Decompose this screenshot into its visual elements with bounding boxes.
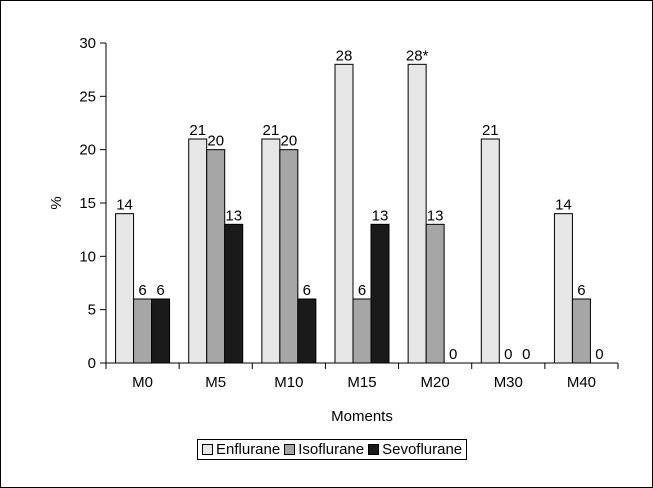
data-label: 13 — [225, 207, 242, 224]
y-tick-label: 5 — [88, 302, 96, 319]
bar-enflurane-m10 — [261, 138, 281, 364]
data-label: 13 — [372, 207, 389, 224]
bar-enflurane-m5 — [188, 138, 208, 364]
legend-label: Enflurane — [216, 441, 281, 458]
x-tick-label: M30 — [494, 374, 523, 391]
bar-isoflurane-m40 — [571, 298, 591, 364]
data-label: 6 — [577, 282, 585, 299]
data-label: 21 — [482, 122, 499, 139]
legend-swatch — [202, 444, 213, 455]
legend-label: Sevoflurane — [382, 441, 463, 458]
data-label: 20 — [207, 133, 224, 150]
data-label: 0 — [449, 346, 457, 363]
bar-enflurane-m0 — [115, 213, 135, 364]
data-label: 14 — [116, 197, 133, 214]
data-label: 6 — [303, 282, 311, 299]
y-axis-title: % — [48, 196, 65, 209]
legend-item-enflurane: Enflurane — [202, 441, 280, 458]
y-tick-label: 0 — [88, 355, 96, 372]
bar-enflurane-m40 — [553, 213, 573, 364]
bar-enflurane-m30 — [480, 138, 500, 364]
y-tick-label: 30 — [79, 35, 96, 52]
data-label: 20 — [281, 133, 298, 150]
data-label: 28* — [406, 47, 429, 64]
data-label: 6 — [156, 282, 164, 299]
y-tick-label: 15 — [79, 195, 96, 212]
bar-isoflurane-m20 — [425, 223, 445, 364]
legend-swatch — [368, 444, 380, 455]
bar-enflurane-m20 — [407, 63, 427, 364]
legend-label: Isoflurane — [298, 441, 365, 458]
bar-enflurane-m15 — [334, 63, 354, 364]
bar-sevoflurane-m0 — [151, 298, 171, 364]
data-label: 28 — [336, 47, 353, 64]
bar-sevoflurane-m15 — [370, 223, 390, 364]
data-label: 13 — [427, 207, 444, 224]
x-tick-label: M15 — [347, 374, 376, 391]
x-tick-label: M5 — [205, 374, 226, 391]
y-tick-label: 20 — [79, 142, 96, 159]
bar-isoflurane-m5 — [206, 149, 226, 364]
bar-isoflurane-m15 — [352, 298, 372, 364]
data-label: 21 — [263, 122, 280, 139]
x-tick-label: M10 — [274, 374, 303, 391]
data-label: 0 — [504, 346, 512, 363]
y-tick-label: 25 — [79, 88, 96, 105]
legend-item-isoflurane: Isoflurane — [284, 441, 364, 458]
data-label: 14 — [555, 197, 572, 214]
legend-item-sevoflurane: Sevoflurane — [368, 441, 462, 458]
x-axis-title: Moments — [331, 408, 393, 425]
bar-isoflurane-m0 — [133, 298, 153, 364]
bar-sevoflurane-m5 — [224, 223, 244, 364]
data-label: 0 — [595, 346, 603, 363]
data-label: 0 — [522, 346, 530, 363]
bar-sevoflurane-m10 — [297, 298, 317, 364]
legend: Enflurane Isoflurane Sevoflurane — [197, 439, 468, 460]
data-label: 6 — [358, 282, 366, 299]
x-tick-label: M20 — [421, 374, 450, 391]
x-tick-label: M0 — [132, 374, 153, 391]
bar-isoflurane-m10 — [279, 149, 299, 364]
y-tick-label: 10 — [79, 248, 96, 265]
legend-swatch — [284, 444, 296, 455]
data-label: 6 — [138, 282, 146, 299]
data-label: 21 — [189, 122, 206, 139]
x-tick-label: M40 — [567, 374, 596, 391]
